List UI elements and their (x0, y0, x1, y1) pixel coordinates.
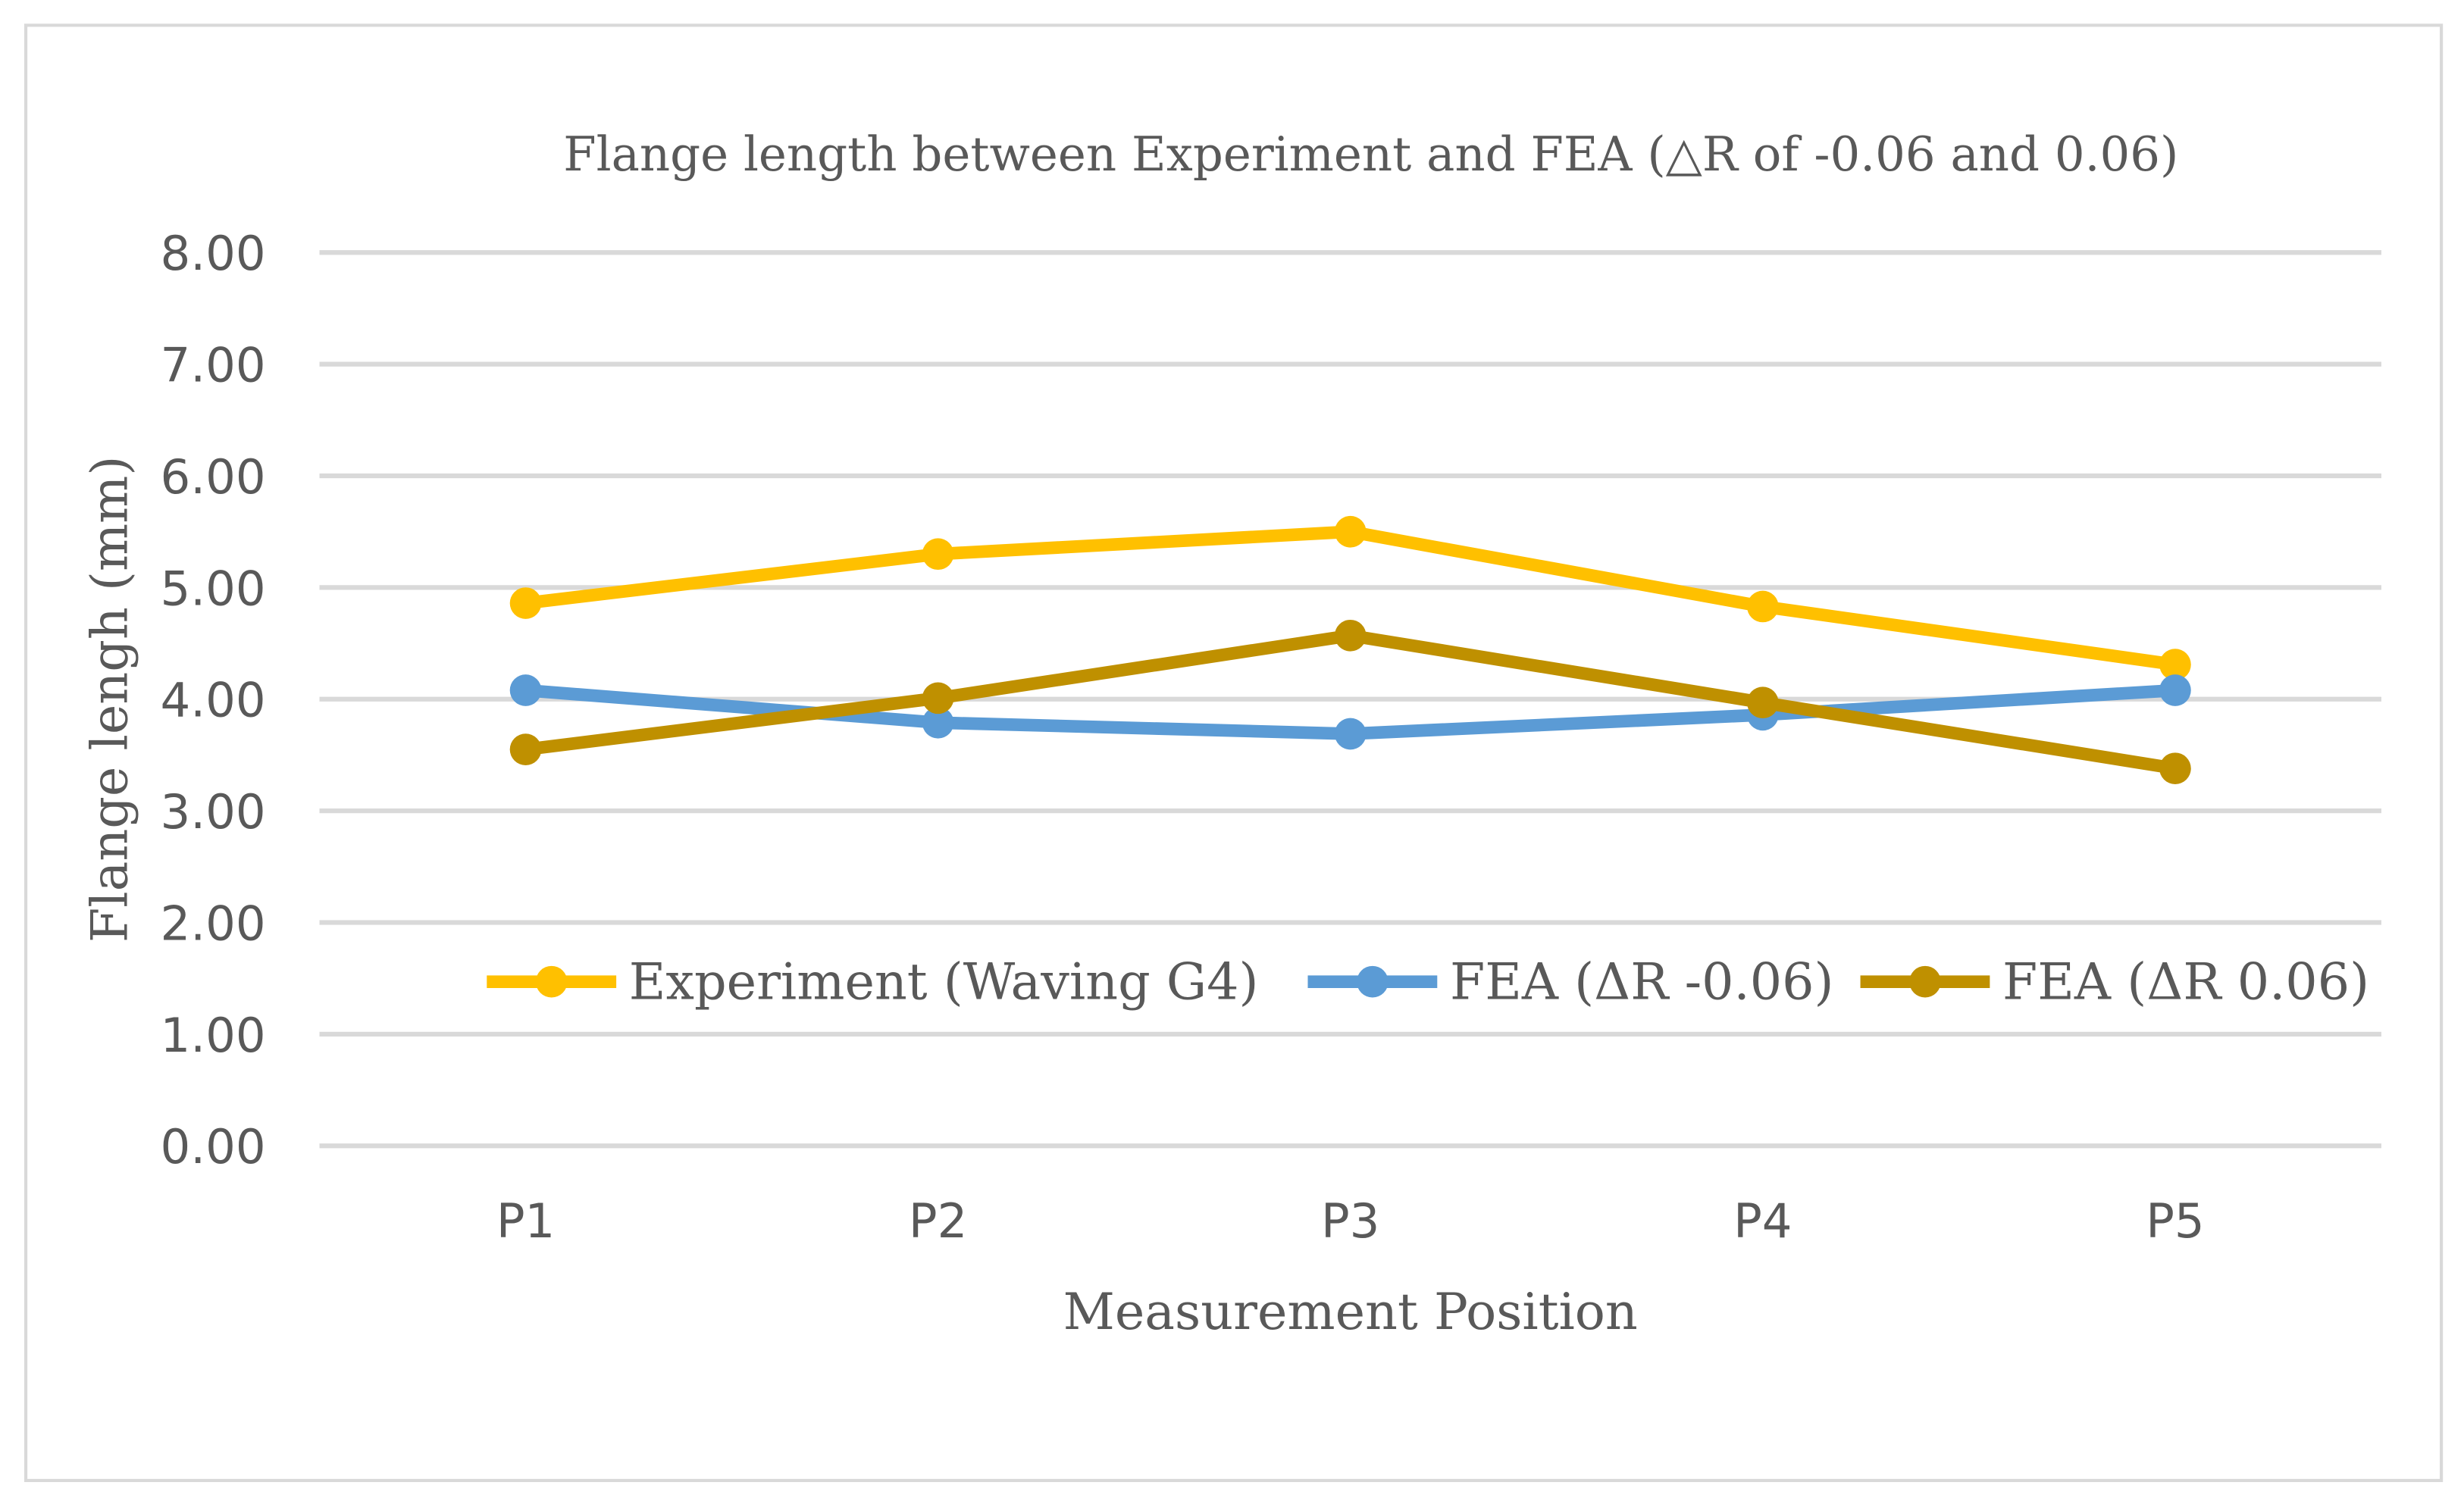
data-point (2159, 752, 2191, 785)
y-tick-label: 8.00 (161, 226, 266, 281)
data-point (922, 682, 954, 715)
y-tick-label: 1.00 (161, 1008, 266, 1063)
legend-item: FEA (ΔR -0.06) (1307, 952, 1834, 1012)
y-tick-label: 6.00 (161, 449, 266, 505)
x-tick-label: P1 (496, 1193, 555, 1249)
legend-label: FEA (ΔR 0.06) (2002, 952, 2369, 1012)
data-point (1334, 515, 1367, 548)
y-tick-label: 2.00 (161, 896, 266, 951)
data-point (1746, 686, 1779, 719)
data-point (509, 674, 542, 706)
data-point (2159, 674, 2191, 706)
y-tick-label: 7.00 (161, 338, 266, 393)
data-point (509, 587, 542, 619)
data-point (2159, 649, 2191, 680)
y-tick-label: 5.00 (161, 561, 266, 616)
x-axis-label: Measurement Position (1063, 1282, 1638, 1341)
chart-title: Flange length between Experiment and FEA… (563, 127, 2178, 182)
data-point (922, 706, 954, 739)
y-axis-label: Flange lengh (mm) (80, 456, 139, 943)
x-tick-label: P4 (1733, 1193, 1792, 1249)
x-tick-label: P5 (2146, 1193, 2204, 1249)
y-tick-label: 4.00 (161, 673, 266, 728)
x-tick-label: P3 (1321, 1193, 1379, 1249)
legend-swatch-marker (535, 965, 568, 998)
y-tick-label: 3.00 (161, 784, 266, 840)
series-0 (509, 515, 2191, 680)
data-point (922, 538, 954, 571)
data-point (1334, 718, 1367, 750)
legend-label: FEA (ΔR -0.06) (1450, 952, 1834, 1012)
legend-swatch-marker (1357, 965, 1389, 998)
data-point (1334, 619, 1367, 652)
data-point (509, 733, 542, 765)
data-point (1746, 590, 1779, 623)
series-2 (509, 619, 2191, 785)
legend-swatch-marker (1909, 965, 1941, 998)
x-tick-label: P2 (909, 1193, 967, 1249)
legend-item: Experiment (Waving G4) (487, 952, 1259, 1012)
legend-item: FEA (ΔR 0.06) (1860, 952, 2369, 1012)
y-tick-label: 0.00 (161, 1119, 266, 1174)
legend-label: Experiment (Waving G4) (629, 952, 1259, 1012)
